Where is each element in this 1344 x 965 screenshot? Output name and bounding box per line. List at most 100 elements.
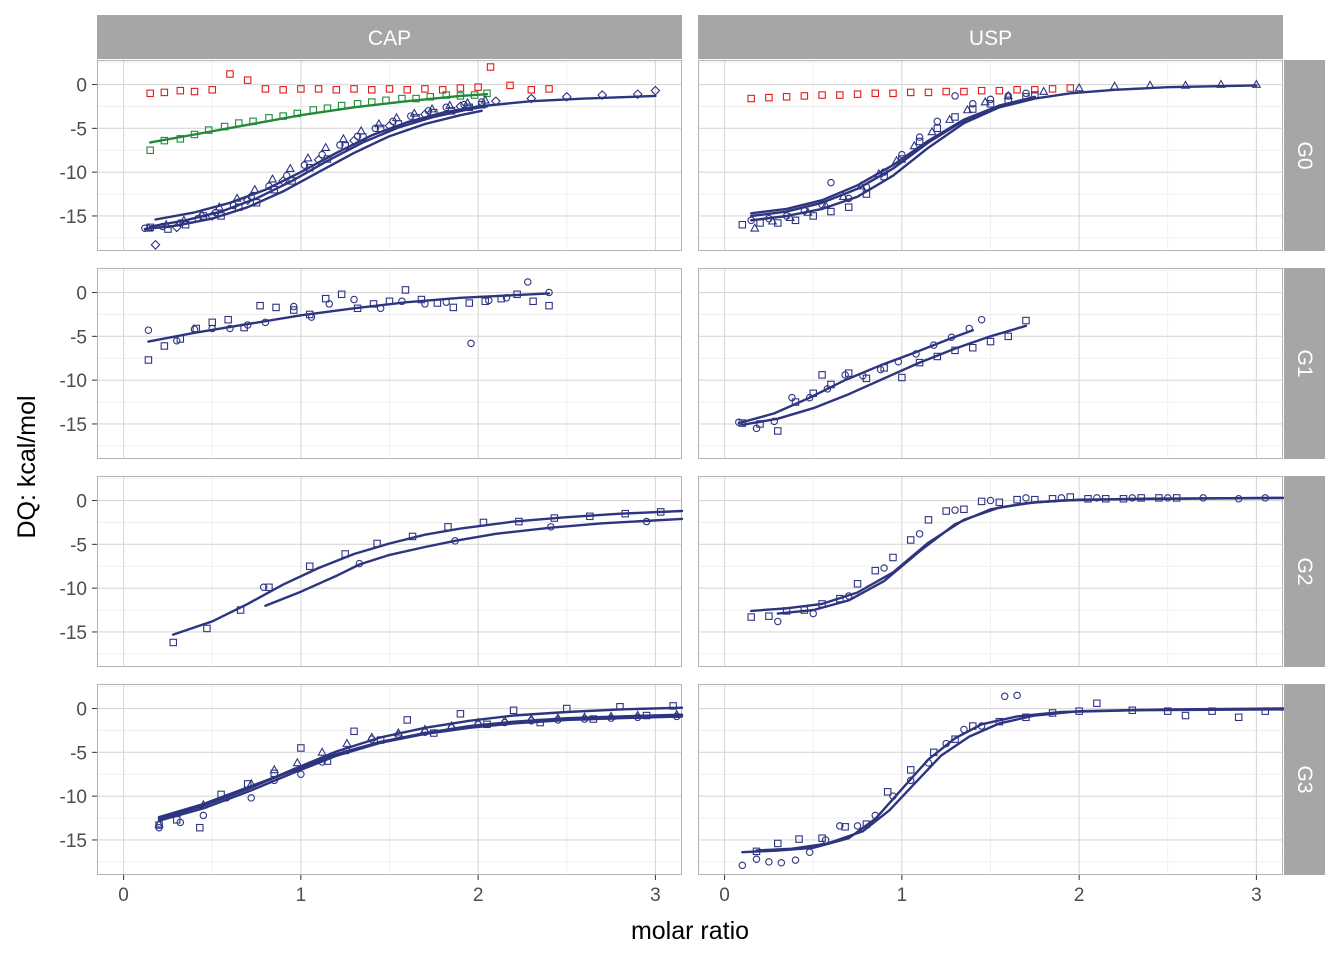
data-point-square [616, 703, 624, 711]
data-point-diamond [526, 93, 537, 104]
data-point-circle [173, 336, 181, 345]
data-point-diamond [207, 210, 218, 221]
strip-right-g1 [1284, 268, 1325, 459]
data-point-square [765, 93, 773, 102]
data-point-square [144, 356, 153, 364]
panel-data-usp-g1 [735, 315, 1030, 435]
data-point-square [408, 532, 417, 541]
fit-line [264, 517, 684, 607]
data-point-square [243, 76, 252, 84]
data-point-diamond [278, 175, 289, 186]
data-point-diamond [242, 195, 253, 206]
data-point-square [293, 109, 302, 118]
data-point-triangle [553, 713, 563, 722]
series-red-square [747, 84, 1075, 103]
data-point-square [818, 371, 826, 379]
data-point-square [752, 847, 761, 856]
data-point-square [265, 114, 273, 122]
data-point-square [951, 735, 959, 743]
data-point-square [889, 553, 897, 562]
data-point-triangle [338, 133, 349, 143]
data-point-square [1181, 711, 1190, 720]
data-point-triangle [785, 212, 795, 222]
data-point-square [447, 107, 456, 115]
data-point-triangle [891, 155, 902, 165]
data-point-circle [951, 506, 959, 514]
data-point-circle [930, 341, 938, 349]
data-point-square [1022, 316, 1030, 325]
data-point-circle [805, 393, 814, 402]
data-point-square [889, 89, 897, 98]
data-point-circle [226, 324, 234, 333]
data-point-circle [1022, 89, 1030, 98]
data-point-square [986, 337, 995, 346]
data-point-circle [270, 776, 279, 785]
data-point-triangle [632, 710, 643, 719]
data-point-square [224, 315, 232, 324]
data-point-triangle [1180, 80, 1191, 89]
data-point-circle [844, 592, 853, 600]
data-point-square [1137, 494, 1145, 502]
strip-top-cap [97, 15, 682, 59]
series-navy-circle [735, 315, 986, 433]
data-point-square [220, 122, 229, 131]
data-point-square [368, 98, 376, 106]
y-tick-label: 0 [76, 76, 87, 97]
data-point-square [800, 606, 809, 614]
data-point-square [529, 297, 537, 306]
data-point-square [341, 142, 349, 150]
data-point-circle [343, 746, 351, 755]
data-point-circle [371, 124, 380, 133]
data-point-square [774, 219, 782, 227]
strip-label-cap: CAP [368, 27, 411, 50]
data-point-square [862, 190, 871, 198]
series-navy-diamond [150, 85, 661, 250]
data-point-square [477, 100, 486, 109]
data-point-circle [318, 150, 326, 159]
data-point-square [515, 517, 523, 526]
data-point-square [1155, 494, 1163, 502]
data-point-circle [912, 350, 920, 358]
data-point-triangle [526, 713, 537, 723]
data-point-square [827, 207, 835, 216]
data-point-circle [841, 371, 849, 379]
series-navy-circle [738, 691, 1021, 870]
data-point-diamond [650, 85, 661, 96]
y-tick-label: -5 [70, 327, 87, 348]
data-point-square [385, 297, 394, 306]
x-tick-label: 0 [719, 885, 730, 906]
data-point-triangle [445, 100, 455, 109]
data-point-circle [821, 836, 830, 844]
data-point-circle [442, 298, 450, 306]
series-navy-square [169, 508, 665, 647]
data-point-circle [545, 288, 553, 297]
strip-label-usp: USP [969, 27, 1012, 50]
data-point-square [1022, 713, 1030, 722]
data-point-circle [871, 811, 880, 820]
data-point-square [368, 86, 376, 94]
data-point-diamond [455, 101, 466, 112]
fit-line [741, 324, 1028, 426]
data-point-circle [318, 758, 326, 766]
strip-label-g0: G0 [1293, 141, 1316, 169]
data-point-circle [844, 194, 853, 203]
data-point-circle [791, 856, 800, 864]
series-green-square [146, 89, 491, 154]
data-point-square [486, 63, 495, 71]
strip-label-g1: G1 [1293, 349, 1316, 377]
data-point-square [403, 716, 411, 724]
data-point-square [977, 86, 986, 95]
data-point-triangle [267, 174, 278, 183]
strips-layer: CAP USP G0 G1 G2 G3 [97, 15, 1325, 875]
data-point-triangle [320, 142, 331, 151]
data-point-square [995, 498, 1004, 507]
data-point-square [977, 497, 986, 506]
data-point-triangle [374, 118, 384, 128]
panel-border [698, 268, 1283, 459]
data-point-square [960, 87, 968, 96]
data-point-square [942, 507, 950, 515]
data-point-circle [1000, 692, 1009, 701]
panel-usp-g3 [698, 684, 1283, 875]
data-point-square [483, 89, 491, 98]
data-point-square [1013, 495, 1021, 504]
